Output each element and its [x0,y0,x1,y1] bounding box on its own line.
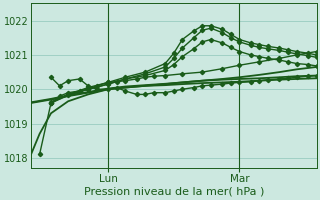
X-axis label: Pression niveau de la mer( hPa ): Pression niveau de la mer( hPa ) [84,187,264,197]
